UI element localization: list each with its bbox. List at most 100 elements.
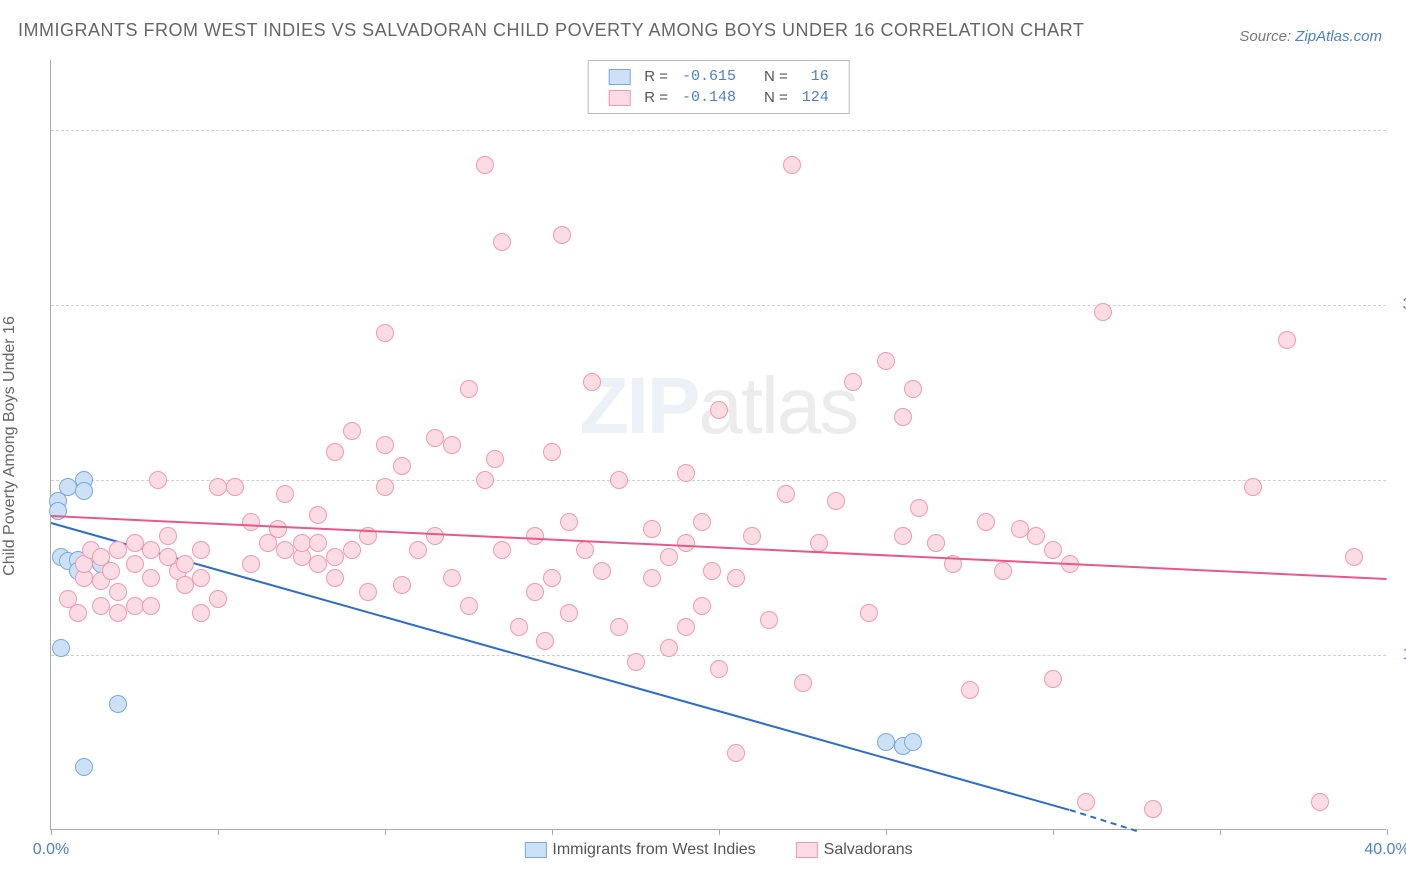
- legend-r-label: R =: [638, 67, 674, 86]
- data-point: [493, 233, 511, 251]
- y-tick-label: 12.5%: [1403, 646, 1406, 664]
- data-point: [149, 471, 167, 489]
- data-point: [192, 541, 210, 559]
- data-point: [276, 485, 294, 503]
- data-point: [1011, 520, 1029, 538]
- data-point: [627, 653, 645, 671]
- x-tick: [1387, 829, 1388, 835]
- data-point: [877, 352, 895, 370]
- data-point: [610, 471, 628, 489]
- data-point: [1311, 793, 1329, 811]
- data-point: [326, 548, 344, 566]
- data-point: [109, 695, 127, 713]
- data-point: [560, 513, 578, 531]
- legend-n-value: 124: [796, 88, 835, 107]
- chart-page: IMMIGRANTS FROM WEST INDIES VS SALVADORA…: [0, 0, 1406, 892]
- source-attribution: Source: ZipAtlas.com: [1239, 28, 1382, 45]
- data-point: [309, 555, 327, 573]
- data-point: [309, 534, 327, 552]
- chart-title: IMMIGRANTS FROM WEST INDIES VS SALVADORA…: [18, 20, 1084, 41]
- data-point: [660, 639, 678, 657]
- legend-n-label: N =: [758, 88, 794, 107]
- data-point: [109, 604, 127, 622]
- data-point: [1278, 331, 1296, 349]
- data-point: [75, 758, 93, 776]
- legend-label: Immigrants from West Indies: [552, 841, 755, 858]
- data-point: [543, 569, 561, 587]
- legend-n-label: N =: [758, 67, 794, 86]
- x-tick-label: 40.0%: [1364, 841, 1406, 859]
- data-point: [710, 660, 728, 678]
- data-point: [693, 597, 711, 615]
- data-point: [677, 464, 695, 482]
- data-point: [393, 457, 411, 475]
- data-point: [192, 604, 210, 622]
- x-tick: [51, 829, 52, 835]
- data-point: [242, 513, 260, 531]
- data-point: [961, 681, 979, 699]
- data-point: [794, 674, 812, 692]
- x-tick: [1220, 829, 1221, 835]
- data-point: [543, 443, 561, 461]
- data-point: [927, 534, 945, 552]
- data-point: [1044, 541, 1062, 559]
- legend-item: Immigrants from West Indies: [524, 841, 755, 859]
- legend-item: Salvadorans: [796, 841, 913, 859]
- data-point: [1077, 793, 1095, 811]
- data-point: [1094, 303, 1112, 321]
- data-point: [426, 527, 444, 545]
- source-label: Source:: [1239, 28, 1291, 45]
- data-point: [460, 597, 478, 615]
- data-point: [209, 590, 227, 608]
- data-point: [376, 324, 394, 342]
- series-legend: Immigrants from West Indies Salvadorans: [524, 841, 912, 859]
- source-link[interactable]: ZipAtlas.com: [1295, 28, 1382, 45]
- data-point: [326, 443, 344, 461]
- data-point: [710, 401, 728, 419]
- data-point: [326, 569, 344, 587]
- legend-swatch: [796, 842, 818, 858]
- data-point: [69, 604, 87, 622]
- data-point: [309, 506, 327, 524]
- data-point: [486, 450, 504, 468]
- data-point: [209, 478, 227, 496]
- data-point: [894, 527, 912, 545]
- data-point: [142, 569, 160, 587]
- data-point: [343, 422, 361, 440]
- plot-area: ZIPatlas R =-0.615N =16R =-0.148N =124 I…: [50, 60, 1386, 830]
- data-point: [894, 408, 912, 426]
- data-point: [176, 576, 194, 594]
- trend-line: [51, 522, 1070, 811]
- data-point: [109, 541, 127, 559]
- data-point: [810, 534, 828, 552]
- legend-swatch: [608, 90, 630, 106]
- data-point: [393, 576, 411, 594]
- legend-row: R =-0.148N =124: [602, 88, 835, 107]
- trend-line-extrapolation: [1069, 809, 1136, 832]
- data-point: [877, 733, 895, 751]
- data-point: [1044, 670, 1062, 688]
- data-point: [1244, 478, 1262, 496]
- data-point: [52, 639, 70, 657]
- data-point: [536, 632, 554, 650]
- data-point: [827, 492, 845, 510]
- data-point: [610, 618, 628, 636]
- data-point: [526, 527, 544, 545]
- data-point: [576, 541, 594, 559]
- data-point: [126, 534, 144, 552]
- data-point: [142, 541, 160, 559]
- x-tick: [719, 829, 720, 835]
- x-tick-label: 0.0%: [33, 841, 69, 859]
- data-point: [142, 597, 160, 615]
- data-point: [476, 156, 494, 174]
- x-tick: [886, 829, 887, 835]
- y-tick-label: 37.5%: [1403, 296, 1406, 314]
- data-point: [1345, 548, 1363, 566]
- data-point: [693, 513, 711, 531]
- x-tick: [552, 829, 553, 835]
- data-point: [460, 380, 478, 398]
- data-point: [994, 562, 1012, 580]
- legend-label: Salvadorans: [824, 841, 913, 858]
- data-point: [727, 744, 745, 762]
- data-point: [510, 618, 528, 636]
